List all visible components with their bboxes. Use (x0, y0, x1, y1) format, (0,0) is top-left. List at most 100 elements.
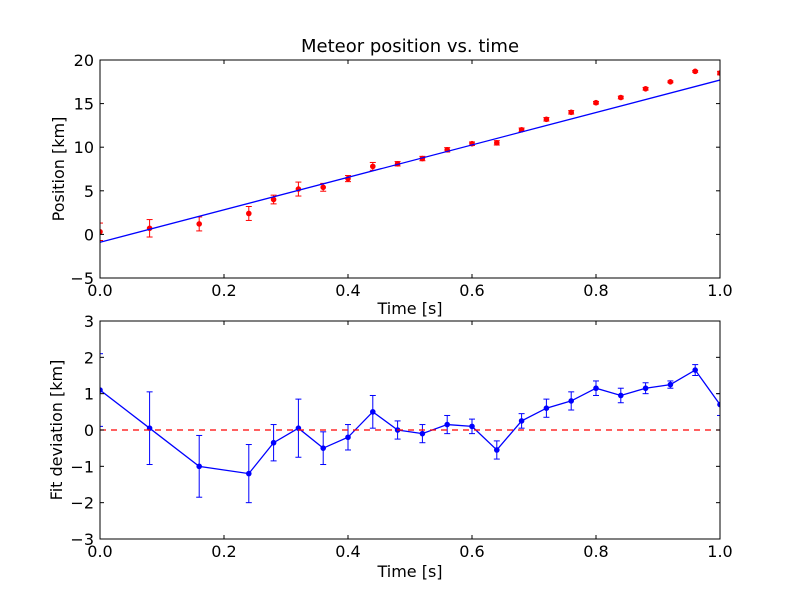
y-tick-label: −3 (70, 530, 94, 549)
y-tick-label: 20 (74, 51, 94, 70)
position-data-point (593, 99, 599, 106)
data-marker (270, 439, 277, 446)
position-data-point (617, 94, 624, 101)
deviation-data-point (543, 398, 550, 418)
data-marker (667, 381, 674, 388)
deviation-data-point (245, 444, 252, 504)
y-tick-label: 15 (74, 95, 94, 114)
x-tick-label: 0.4 (335, 542, 360, 561)
y-tick-label: 2 (84, 348, 94, 367)
data-marker (568, 109, 575, 116)
data-marker (543, 405, 550, 412)
data-marker (320, 184, 327, 191)
position-plot-area (100, 68, 720, 243)
y-tick-label: 10 (74, 138, 94, 157)
x-tick-label: 0.4 (335, 281, 360, 300)
deviation-data-point (518, 413, 525, 429)
data-marker (370, 163, 376, 170)
data-marker (618, 94, 624, 101)
position-data-point (100, 222, 103, 242)
data-marker (345, 434, 351, 441)
data-marker (642, 85, 649, 92)
x-tick-label: 0.6 (459, 542, 484, 561)
deviation-data-point (692, 364, 699, 376)
position-plot: Meteor position vs. time Time [s] Positi… (49, 36, 733, 318)
data-marker (692, 68, 699, 75)
data-marker (444, 421, 451, 428)
y-tick-label: 0 (84, 225, 94, 244)
position-axes-frame (99, 59, 721, 279)
position-data-point (493, 140, 500, 146)
data-marker (667, 79, 674, 85)
deviation-data-point (667, 380, 674, 389)
deviation-data-point (617, 387, 624, 404)
position-x-axis-label: Time [s] (376, 299, 442, 318)
x-tick-label: 0.2 (211, 281, 236, 300)
y-tick-label: 3 (84, 312, 94, 331)
position-data-point (692, 68, 699, 75)
y-tick-label: −2 (70, 494, 94, 513)
data-marker (717, 70, 720, 76)
position-data-point (245, 205, 252, 221)
data-marker (246, 210, 252, 217)
data-marker (419, 430, 426, 437)
chart-title: Meteor position vs. time (301, 36, 519, 57)
position-data-point (717, 70, 720, 76)
data-marker (494, 447, 500, 453)
deviation-data-point (469, 418, 475, 435)
y-tick-label: −1 (70, 457, 94, 476)
x-tick-label: 0.0 (87, 281, 112, 300)
y-tick-label: 0 (84, 421, 94, 440)
data-marker (320, 445, 327, 451)
deviation-data-point (419, 424, 426, 444)
data-marker (618, 392, 624, 399)
x-tick-label: 0.6 (459, 281, 484, 300)
data-marker (100, 228, 103, 235)
data-marker (370, 409, 376, 415)
deviation-y-axis-label: Fit deviation [km] (47, 360, 66, 501)
x-tick-label: 0.2 (211, 542, 236, 561)
position-data-point (543, 116, 550, 123)
deviation-data-point (493, 440, 500, 460)
deviation-data-point (444, 414, 451, 435)
data-marker (692, 367, 699, 373)
x-tick-label: 1.0 (707, 542, 732, 561)
deviation-data-point (593, 380, 599, 396)
deviation-plot: Time [s] Fit deviation [km] 0.0 0.2 0.4 0.6… (47, 312, 733, 581)
data-marker (593, 385, 599, 392)
deviation-data-point (196, 434, 203, 498)
position-data-point (642, 85, 649, 92)
y-tick-label: 5 (84, 182, 94, 201)
x-tick-label: 0.0 (87, 542, 112, 561)
position-data-point (667, 79, 674, 85)
data-marker (642, 385, 649, 392)
position-y-axis-label: Position [km] (49, 117, 68, 222)
deviation-data-point (345, 424, 351, 451)
data-marker (518, 418, 525, 424)
deviation-data-point (568, 391, 575, 411)
position-data-point (568, 109, 575, 116)
x-tick-label: 1.0 (707, 281, 732, 300)
y-tick-label: 1 (84, 385, 94, 404)
data-marker (543, 116, 550, 123)
deviation-x-axis-label: Time [s] (376, 562, 442, 581)
data-marker (196, 463, 202, 470)
deviation-data-point (270, 424, 277, 462)
data-marker (494, 140, 500, 146)
x-tick-label: 0.8 (583, 542, 608, 561)
y-tick-label: −5 (70, 269, 94, 288)
x-tick-label: 0.8 (583, 281, 608, 300)
deviation-data-point (320, 431, 327, 466)
data-marker (717, 401, 720, 408)
deviation-data-point (369, 394, 376, 429)
deviation-data-point (642, 382, 649, 395)
deviation-data-point (100, 353, 103, 427)
linear-fit-line (100, 79, 720, 243)
data-marker (196, 221, 202, 227)
data-marker (568, 398, 575, 404)
data-marker (246, 470, 252, 477)
data-marker (469, 423, 475, 430)
data-marker (100, 387, 103, 393)
position-data-point (320, 182, 327, 192)
